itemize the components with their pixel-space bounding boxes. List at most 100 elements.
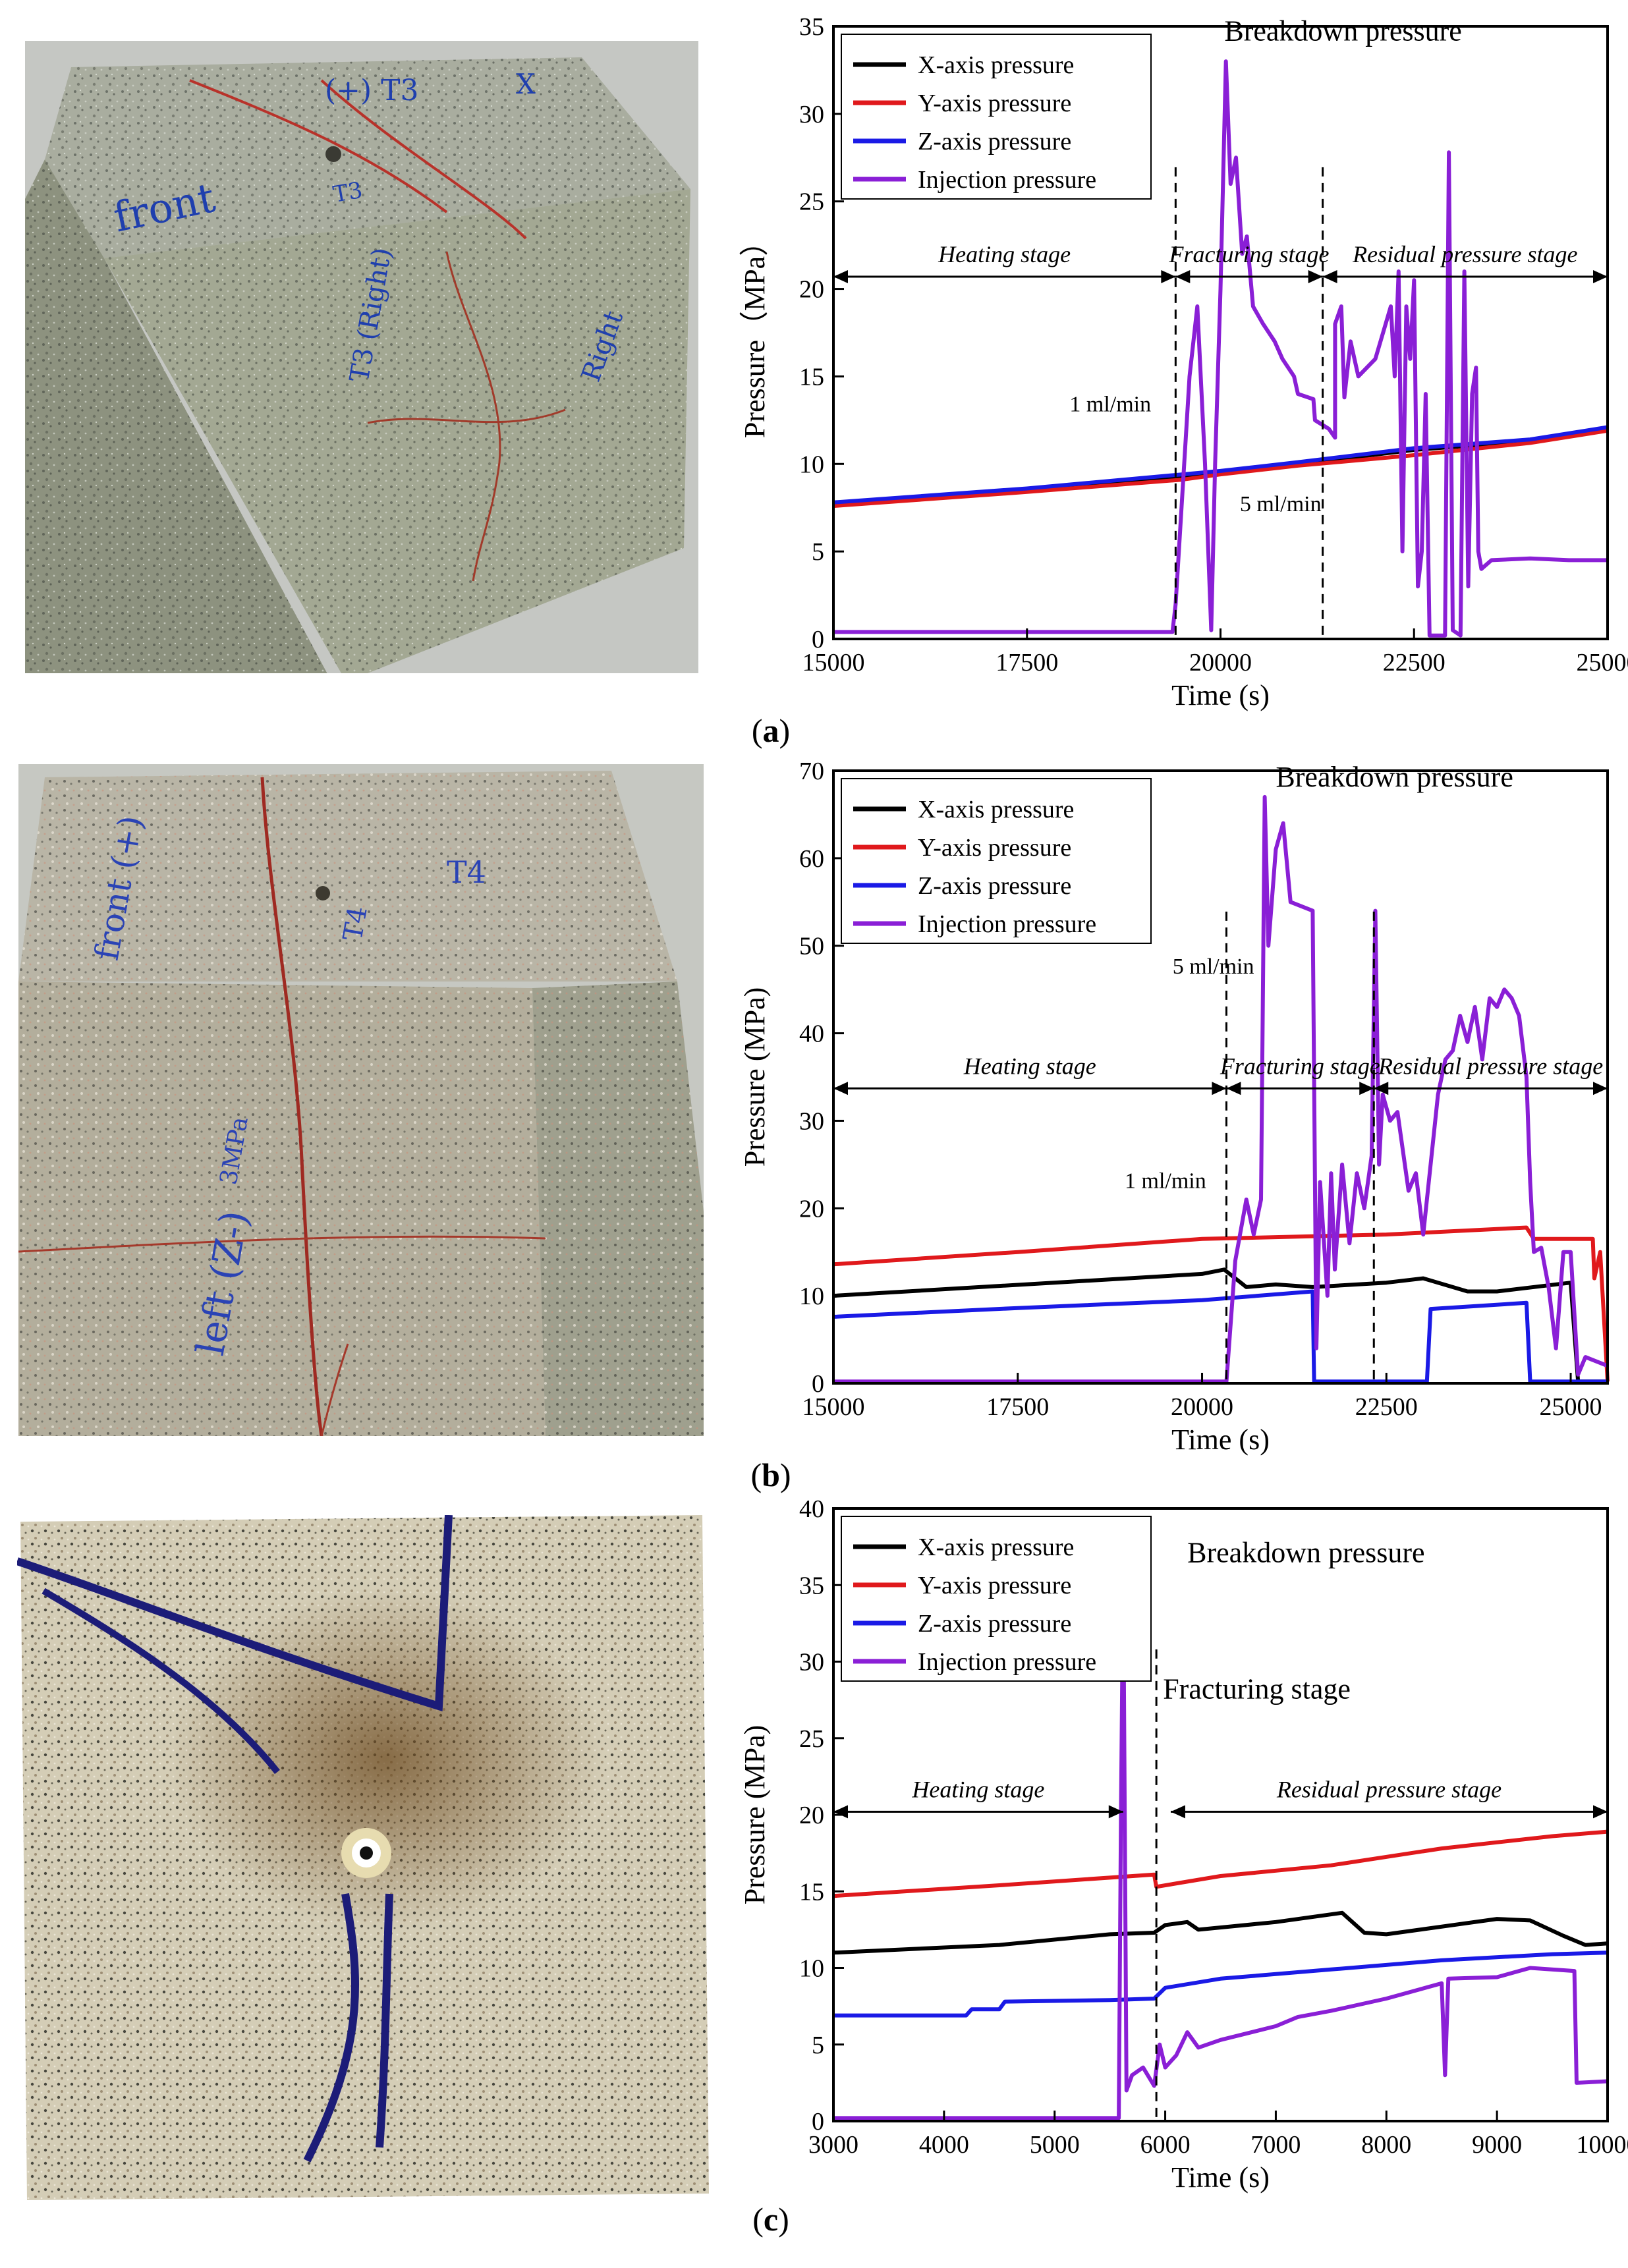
legend-entry-1: Y-axis pressure (918, 90, 1071, 117)
stage-arrowhead-right-0 (1212, 1082, 1227, 1095)
y-tick-label-6: 60 (799, 845, 824, 873)
x-tick-label-1: 4000 (919, 2131, 969, 2159)
stage-arrowhead-right-2 (1593, 1082, 1608, 1095)
series-line-2 (833, 1289, 1608, 1384)
legend-box (841, 778, 1152, 944)
y-axis-label: Pressure (MPa) (739, 1725, 771, 1905)
y-axis-label: Pressure（MPa） (739, 227, 771, 438)
series-line-1 (833, 428, 1608, 509)
annotation-1: Fracturing stage (1163, 1673, 1351, 1705)
svg-text:X: X (516, 68, 536, 100)
legend-entry-2: Z-axis pressure (918, 872, 1071, 900)
annotation-0: Breakdown pressure (1276, 761, 1513, 793)
legend-entry-2: Z-axis pressure (918, 128, 1071, 155)
x-axis-label: Time (s) (1171, 2161, 1270, 2194)
stage-label-1: Fracturing stage (1168, 241, 1329, 267)
svg-text:(+) T3: (+) T3 (325, 74, 419, 107)
stage-arrowhead-left-1 (1226, 1082, 1241, 1095)
series-line-3 (833, 794, 1609, 1384)
stage-arrowhead-right-2 (1593, 269, 1608, 283)
y-axis-label: Pressure (MPa) (739, 987, 771, 1167)
series-line-2 (833, 425, 1608, 505)
y-tick-label-6: 30 (799, 101, 824, 128)
x-tick-label-1: 17500 (996, 649, 1058, 677)
series-line-1 (833, 1829, 1608, 1898)
legend-entry-0: X-axis pressure (918, 51, 1074, 79)
x-tick-label-3: 22500 (1355, 1393, 1418, 1421)
y-tick-label-4: 20 (799, 1802, 824, 1829)
x-tick-label-5: 8000 (1361, 2131, 1411, 2159)
stage-arrowhead-left-0 (833, 1082, 848, 1095)
annotation-0: Breakdown pressure (1187, 1536, 1424, 1568)
x-tick-label-2: 5000 (1030, 2131, 1080, 2159)
legend-entry-3: Injection pressure (918, 1648, 1096, 1676)
pressure-chart-b: Heating stage Fracturing stage Residual pr… (685, 758, 1628, 1462)
y-tick-label-4: 20 (799, 276, 824, 304)
specimen-photo-c (17, 1515, 709, 2200)
series-line-2 (833, 1950, 1608, 2018)
series-line-1 (833, 1225, 1610, 1382)
stage-arrowhead-left-0 (833, 269, 848, 283)
stage-label-0: Heating stage (963, 1053, 1096, 1079)
annotation-1: 1 ml/min (1069, 393, 1151, 417)
legend-entry-1: Y-axis pressure (918, 1572, 1071, 1599)
stage-arrowhead-right-1 (1593, 1805, 1608, 1819)
plot-frame (832, 769, 1609, 1385)
y-tick-label-6: 30 (799, 1649, 824, 1676)
stage-arrowhead-left-2 (1322, 269, 1337, 283)
x-tick-label-3: 6000 (1140, 2131, 1191, 2159)
annotation-2: 5 ml/min (1240, 492, 1322, 516)
pressure-chart-a: Heating stage Fracturing stage Residual pr… (685, 13, 1628, 718)
y-tick-label-0: 0 (812, 2108, 824, 2136)
legend-entry-0: X-axis pressure (918, 796, 1074, 823)
pressure-chart-c-svg: Heating stage Residual pressure stage Brea… (739, 1495, 1628, 2194)
legend-box (841, 34, 1152, 200)
y-tick-label-3: 15 (799, 1878, 824, 1906)
x-tick-label-0: 15000 (802, 1393, 865, 1421)
y-tick-label-2: 10 (799, 451, 824, 478)
annotation-2: 1 ml/min (1125, 1169, 1206, 1194)
legend-entry-1: Y-axis pressure (918, 834, 1071, 862)
x-axis-label: Time (s) (1171, 1424, 1270, 1456)
panel-label-c: (c) (752, 2201, 789, 2238)
legend-entry-2: Z-axis pressure (918, 1610, 1071, 1638)
specimen-photo-a: (+) T3 X front T3 T3 (Right) Right (25, 41, 698, 673)
stage-arrowhead-left-1 (1170, 1805, 1185, 1819)
pressure-chart-c: Heating stage Residual pressure stage Brea… (685, 1495, 1628, 2200)
y-tick-label-1: 10 (799, 1283, 824, 1310)
stage-label-2: Residual pressure stage (1378, 1053, 1603, 1079)
y-tick-label-8: 40 (799, 1495, 824, 1523)
legend: X-axis pressure Y-axis pressure Z-axis pre… (841, 1516, 1152, 1682)
y-tick-label-7: 70 (799, 758, 824, 785)
stage-label-1: Residual pressure stage (1276, 1776, 1502, 1802)
svg-text:T3: T3 (331, 177, 365, 208)
y-tick-label-7: 35 (799, 1572, 824, 1599)
legend-entry-3: Injection pressure (918, 910, 1096, 938)
legend-entry-0: X-axis pressure (918, 1534, 1074, 1561)
stage-label-2: Residual pressure stage (1352, 241, 1577, 267)
stage-arrowhead-left-1 (1175, 269, 1191, 283)
series-line-0 (833, 1267, 1608, 1384)
y-tick-label-2: 20 (799, 1195, 824, 1223)
y-tick-label-3: 15 (799, 363, 824, 391)
x-axis-label: Time (s) (1171, 679, 1270, 711)
stage-label-0: Heating stage (938, 241, 1071, 267)
legend: X-axis pressure Y-axis pressure Z-axis pre… (841, 34, 1152, 200)
legend: X-axis pressure Y-axis pressure Z-axis pre… (841, 778, 1152, 944)
y-tick-label-5: 25 (799, 188, 824, 216)
legend-entry-3: Injection pressure (918, 166, 1096, 194)
x-tick-label-6: 9000 (1472, 2131, 1522, 2159)
x-tick-label-2: 20000 (1171, 1393, 1233, 1421)
y-tick-label-5: 25 (799, 1725, 824, 1753)
x-tick-label-2: 20000 (1189, 649, 1252, 677)
stage-label-1: Fracturing stage (1220, 1053, 1380, 1079)
x-tick-label-0: 3000 (808, 2131, 858, 2159)
pressure-chart-a-svg: Heating stage Fracturing stage Residual pr… (739, 13, 1628, 711)
y-tick-label-2: 10 (799, 1955, 824, 1983)
stage-arrowhead-left-0 (833, 1805, 848, 1819)
x-tick-label-4: 25000 (1577, 649, 1628, 677)
legend-box (841, 1516, 1152, 1682)
panel-label-a: (a) (751, 712, 791, 749)
series-line-3 (833, 59, 1608, 638)
x-tick-label-1: 17500 (986, 1393, 1049, 1421)
